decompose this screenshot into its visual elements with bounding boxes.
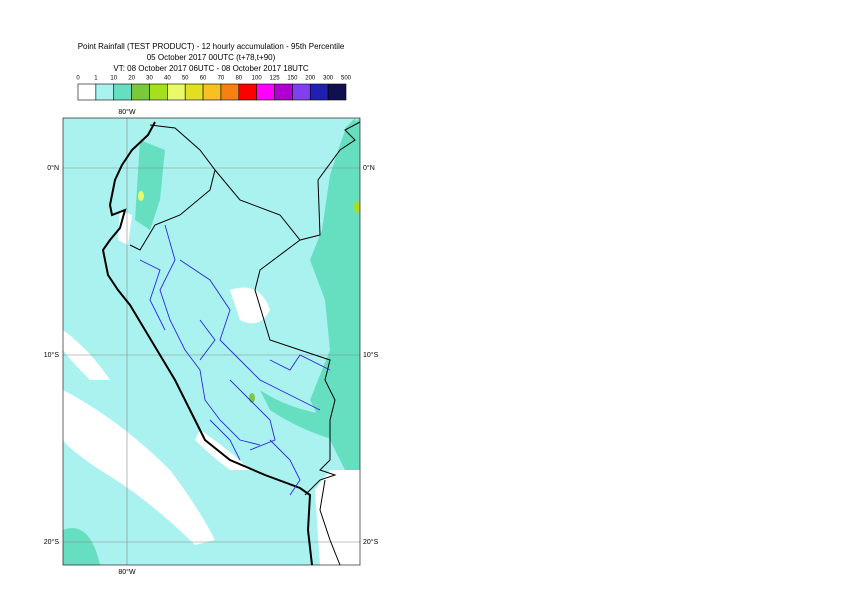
legend-swatch xyxy=(220,83,240,101)
map-frame xyxy=(62,117,361,566)
legend-swatch xyxy=(274,83,293,101)
legend-swatch xyxy=(95,83,115,101)
lat-label: 20°S xyxy=(44,538,60,546)
legend-swatch xyxy=(202,83,222,101)
rain-area xyxy=(260,390,335,440)
base-time: 05 October 2017 00UTC (t+78,t+90) xyxy=(147,53,276,62)
legend-swatch xyxy=(238,83,257,101)
legend-label: 500 xyxy=(341,76,352,82)
legend-swatch xyxy=(167,83,186,101)
legend-swatch xyxy=(256,83,275,101)
legend-label: 300 xyxy=(323,76,334,82)
legend-swatch xyxy=(327,83,347,101)
lat-label: 10°S xyxy=(44,351,60,359)
legend-swatch xyxy=(184,83,204,101)
dry-area xyxy=(63,390,215,545)
legend-label: 80 xyxy=(235,76,242,82)
admin-border xyxy=(139,224,331,496)
legend-label: 50 xyxy=(182,76,189,82)
legend-swatch xyxy=(149,83,168,101)
lon-label: 80°W xyxy=(118,568,136,576)
map: 80°W 80°W 0°N 0°N 10°S 10°S 20°S 20°S xyxy=(44,108,379,576)
dry-area xyxy=(230,287,270,324)
legend-label: 10 xyxy=(110,76,117,82)
country-border xyxy=(129,121,360,565)
legend: 0 1 10 20 30 40 50 60 70 80 100 125 150 200 300 500 xyxy=(76,76,352,101)
legend-label: 150 xyxy=(287,76,298,82)
legend-swatch xyxy=(131,83,150,101)
rain-area xyxy=(354,201,360,213)
legend-swatch xyxy=(113,83,132,101)
rain-area xyxy=(135,140,165,230)
graticule xyxy=(63,118,360,565)
lat-label: 10°S xyxy=(363,351,379,359)
legend-swatch xyxy=(292,83,311,101)
rain-area xyxy=(138,191,144,201)
lat-label: 0°N xyxy=(363,164,375,172)
legend-label: 200 xyxy=(305,76,316,82)
legend-label: 125 xyxy=(270,76,281,82)
legend-label: 60 xyxy=(200,76,207,82)
lat-label: 0°N xyxy=(47,164,59,172)
valid-time: VT: 08 October 2017 06UTC - 08 October 2… xyxy=(113,64,308,73)
dry-area xyxy=(118,210,132,245)
rain-area xyxy=(63,528,100,565)
legend-label: 1 xyxy=(94,76,98,82)
lon-label: 80°W xyxy=(118,108,136,116)
legend-label: 40 xyxy=(164,76,171,82)
dry-area xyxy=(315,470,360,565)
dry-area xyxy=(195,430,250,470)
legend-label: 30 xyxy=(146,76,153,82)
legend-swatch xyxy=(77,83,97,101)
rain-area xyxy=(310,118,360,490)
coastline xyxy=(101,121,313,565)
title: Point Rainfall (TEST PRODUCT) - 12 hourl… xyxy=(78,42,345,51)
legend-swatch xyxy=(309,83,329,101)
lat-label: 20°S xyxy=(363,538,379,546)
legend-label: 20 xyxy=(128,76,135,82)
legend-label: 0 xyxy=(76,76,80,82)
legend-label: 100 xyxy=(252,76,263,82)
legend-label: 70 xyxy=(218,76,225,82)
